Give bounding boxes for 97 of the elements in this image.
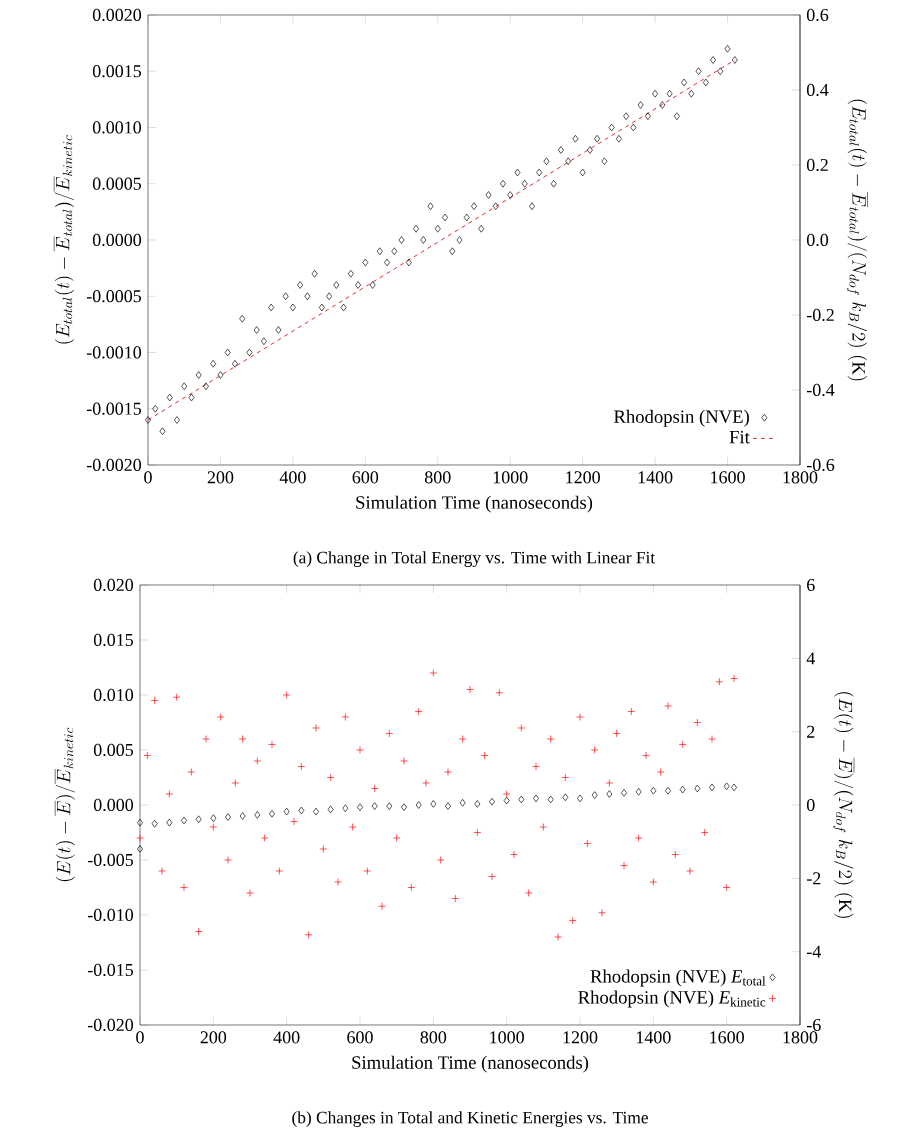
point bbox=[606, 790, 613, 798]
y-tick-label: 0.020 bbox=[93, 578, 134, 592]
y-axis-title: $(E_{total}(t)-\overline{E}_{total})/\overline{E}_{kinetic}$ bbox=[54, 135, 74, 344]
point bbox=[474, 800, 481, 808]
x-tick-label: 1000 bbox=[490, 1031, 524, 1044]
y-tick-label: 0.0020 bbox=[92, 8, 142, 22]
x-tick-label: 1800 bbox=[783, 471, 818, 484]
y2-tick-label: -6 bbox=[806, 1018, 821, 1032]
point bbox=[650, 786, 657, 795]
legend-label: Rhodopsin (NVE) bbox=[613, 409, 749, 427]
point bbox=[327, 805, 334, 814]
x-tick-label: 400 bbox=[279, 471, 306, 484]
point bbox=[621, 789, 627, 797]
point bbox=[357, 803, 363, 811]
text: (a) Change in Total Energy vs. Time with Linear Fit bbox=[293, 551, 656, 568]
y2-tick-label: -0.6 bbox=[806, 458, 835, 472]
y-tick-label: 0.000 bbox=[93, 798, 134, 812]
point bbox=[386, 802, 393, 810]
y-tick-label: -0.020 bbox=[87, 1018, 134, 1032]
y-tick-label: 0.0010 bbox=[92, 121, 142, 134]
point bbox=[298, 806, 305, 815]
y2-tick-label: 4 bbox=[806, 652, 815, 665]
point bbox=[239, 812, 246, 820]
x-tick-label: 800 bbox=[424, 471, 451, 484]
x-tick-label: 800 bbox=[420, 1031, 447, 1044]
point bbox=[401, 803, 407, 811]
y-tick-label: -0.0015 bbox=[86, 402, 142, 415]
y-axis-title: $(E(t)-\overline{E})/\overline{E}_{kinetic}$ bbox=[55, 727, 75, 882]
x-tick-label: 200 bbox=[207, 471, 234, 484]
point bbox=[151, 819, 158, 828]
x-tick-label: 1600 bbox=[711, 471, 745, 484]
x-axis-title: Simulation Time (nanoseconds) bbox=[352, 1055, 589, 1073]
y2-tick-label: 0 bbox=[806, 798, 815, 812]
point bbox=[137, 845, 143, 853]
y-tick-label: 0.0015 bbox=[92, 65, 142, 78]
y-tick-label: -0.0020 bbox=[86, 458, 142, 472]
x-tick-label: 600 bbox=[347, 1031, 373, 1044]
y2-tick-label: 0.6 bbox=[806, 8, 829, 22]
y2-tick-label: -0.4 bbox=[806, 383, 835, 397]
point bbox=[694, 784, 701, 793]
x-tick-label: 1200 bbox=[563, 1031, 598, 1044]
y-tick-label: -0.010 bbox=[87, 908, 134, 922]
point bbox=[195, 815, 202, 824]
point bbox=[166, 818, 173, 827]
y2-axis-title: $(E(t)-\overline{E})/(N_{dof}\;k_{B}/2)\;\mathrm{(K)}$ bbox=[833, 692, 854, 918]
x-tick-label: 1600 bbox=[710, 1031, 744, 1044]
y2-tick-label: 0.2 bbox=[806, 158, 828, 172]
x-tick-label: 1800 bbox=[783, 1031, 818, 1044]
x-tick-label: 600 bbox=[352, 471, 379, 484]
point bbox=[679, 785, 686, 794]
x-tick-label: 1200 bbox=[566, 471, 600, 484]
y-tick-label: -0.005 bbox=[87, 853, 134, 867]
y-tick-label: 0.0000 bbox=[92, 233, 142, 247]
legend-label: Rhodopsin (NVE) E$_{kinetic}$ bbox=[578, 990, 766, 1008]
y-tick-label: 0.015 bbox=[93, 633, 134, 647]
y2-tick-label: 6 bbox=[807, 578, 815, 592]
point bbox=[342, 804, 349, 813]
y-tick-label: -0.0010 bbox=[86, 346, 142, 359]
point bbox=[225, 813, 231, 821]
legend-label: Fit bbox=[729, 430, 750, 444]
point bbox=[503, 796, 510, 805]
y2-tick-label: -4 bbox=[806, 945, 821, 958]
y-tick-label: -0.0005 bbox=[86, 290, 142, 303]
point bbox=[415, 801, 422, 809]
y2-tick-label: -0.2 bbox=[806, 308, 834, 322]
point bbox=[254, 811, 261, 819]
x-tick-label: 400 bbox=[273, 1031, 300, 1044]
x-tick-label: 1400 bbox=[638, 471, 673, 484]
x-tick-label: 1000 bbox=[493, 471, 528, 484]
y2-axis-title: $(E_{total}(t)-\overline{E}_{total})/(N_{dof}\;k_{B}/2)\;\mathrm{(K)}$ bbox=[846, 99, 868, 381]
point bbox=[547, 795, 554, 804]
x-axis-title: Simulation Time (nanoseconds) bbox=[356, 495, 593, 513]
y-tick-label: -0.015 bbox=[87, 963, 134, 977]
y2-tick-label: 0.0 bbox=[806, 233, 829, 247]
x-tick-label: 200 bbox=[200, 1031, 227, 1044]
x-tick-label: 0 bbox=[136, 1031, 144, 1044]
point bbox=[635, 787, 642, 796]
point bbox=[371, 802, 378, 810]
y2-tick-label: 0.4 bbox=[806, 83, 829, 97]
point bbox=[562, 793, 569, 802]
point bbox=[430, 800, 437, 808]
point bbox=[283, 807, 290, 816]
y2-tick-label: -2 bbox=[806, 872, 821, 885]
point bbox=[518, 795, 525, 804]
point bbox=[591, 791, 598, 799]
x-tick-label: 0 bbox=[144, 471, 152, 484]
point bbox=[459, 798, 466, 807]
point bbox=[723, 782, 730, 791]
text: (b) Changes in Total and Kinetic Energies vs. Time bbox=[292, 1111, 648, 1128]
y2-tick-label: 2 bbox=[807, 725, 815, 738]
point bbox=[210, 814, 217, 822]
point bbox=[445, 802, 451, 810]
y-tick-label: 0.005 bbox=[93, 743, 134, 757]
legend-label: Rhodopsin (NVE) E$_{total}$ bbox=[590, 969, 766, 987]
y-tick-label: 0.0005 bbox=[92, 177, 142, 190]
y-tick-label: 0.010 bbox=[93, 688, 134, 702]
x-tick-label: 1400 bbox=[636, 1031, 671, 1044]
